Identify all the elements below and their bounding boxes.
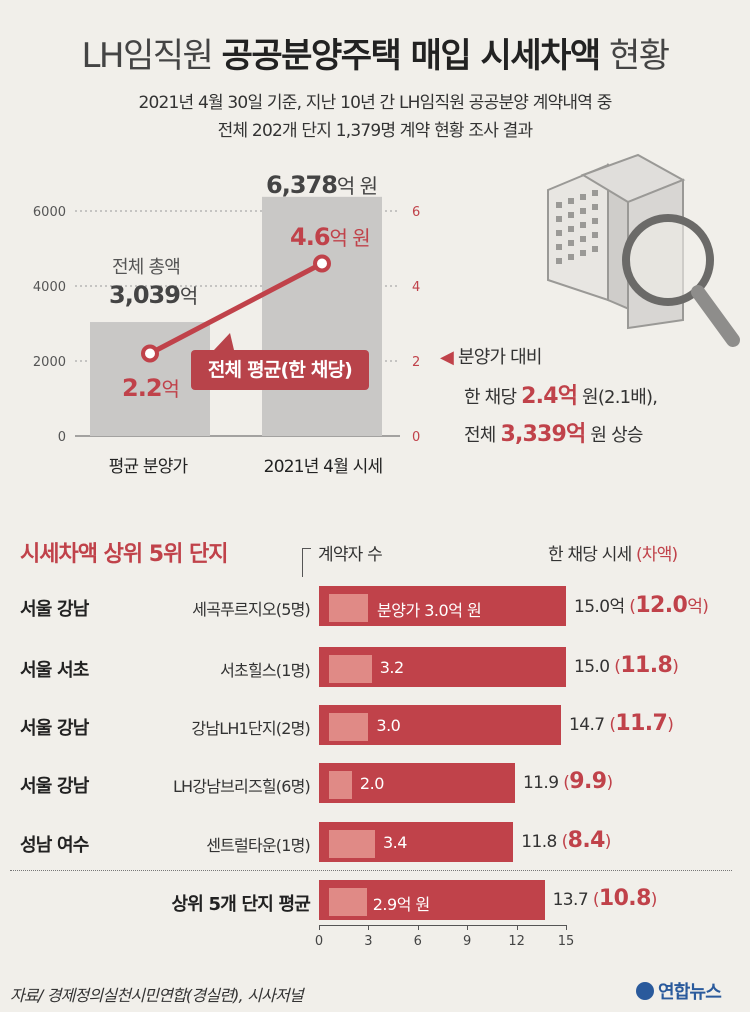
x-tick [368,925,370,930]
avg-row-label: 상위 5개 단지 평균 [171,894,311,915]
left-arrow-icon: ◀ [440,347,454,368]
x-tick-label: 0 [314,934,324,949]
bar [90,322,210,436]
bracket-line [302,548,311,577]
total-value: 3,039억 [109,281,198,309]
x-tick [417,925,419,930]
x-tick [319,925,320,930]
y-left-tick: 2000 [33,355,66,370]
y-right-tick: 4 [412,280,420,295]
sale-bar [329,888,367,916]
subtitle-line-2: 전체 202개 단지 1,379명 계약 현황 조사 결과 [217,121,534,141]
section-title: 시세차액 상위 5위 단지 [20,542,228,567]
y-left-tick: 6000 [33,205,66,220]
sale-bar [329,594,369,622]
note-line-1: ◀ 분양가 대비 [440,347,543,368]
row-name: 서초힐스(1명) [220,661,311,680]
row-value: 13.7 (10.8) [552,886,658,911]
sale-label: 3.0 [376,716,401,735]
row-region: 서울 서초 [20,660,89,681]
x-tick-label: 6 [413,934,422,949]
yonhap-logo-icon [636,982,654,1000]
x-tick-label: 평균 분양가 [108,457,189,477]
row-region: 서울 강남 [20,718,89,739]
source-text: 자료/ 경제정의실천시민연합(경실련), 시사저널 [10,986,304,1005]
note-line-2: 한 채당 2.4억 원(2.1배), [464,384,658,409]
sale-bar [329,655,372,683]
total-label: 전체 총액 [112,257,181,278]
row-region: 서울 강남 [20,776,89,797]
sale-label: 3.4 [382,833,407,852]
sale-label: 3.2 [379,658,404,677]
price-total-value: 6,378억 원 [266,171,378,199]
row-value: 11.8 (8.4) [521,828,611,853]
row-name: 센트럴타운(1명) [206,836,311,855]
y-left-tick: 4000 [33,280,66,295]
avg1-label: 2.2억 [122,374,180,402]
row-name: 강남LH1단지(2명) [191,719,310,738]
price-comparison-chart: 0 2000 4000 6000 0 2 4 6 [33,196,420,445]
sale-bar [329,830,375,858]
avg2-label: 4.6억 원 [290,223,371,251]
x-tick [516,925,518,930]
badge-pointer [214,333,234,350]
brand-logo: 연합뉴스 [636,978,722,1004]
row-name: 세곡푸르지오(5명) [192,600,311,619]
line-point [313,254,331,273]
row-value: 11.9 (9.9) [522,769,613,794]
avg-badge: 전체 평균(한 채당) [191,350,369,390]
page-title: LH임직원 공공분양주택 매입 시세차액 현황 [81,36,670,76]
x-tick [467,925,469,930]
sale-bar [329,713,369,741]
x-axis [319,925,566,926]
divider [10,870,732,871]
series-line [148,261,324,356]
subtitle-line-1: 2021년 4월 30일 기준, 지난 10년 간 LH임직원 공공분양 계약내… [138,93,612,113]
y-right-tick: 2 [412,355,420,370]
line-point [141,344,159,363]
x-tick-label: 15 [557,934,575,949]
sale-label: 2.9억 원 [372,895,430,914]
sale-bar [329,771,352,799]
building-magnifier-icon [547,153,740,347]
sale-label: 2.0 [359,774,384,793]
bar [262,196,382,436]
row-value: 15.0 (11.8) [574,653,679,678]
sale-label: 분양가 3.0억 원 [377,601,482,620]
row-region: 서울 강남 [20,599,89,620]
y-right-tick: 6 [412,205,420,220]
row-region: 성남 여수 [20,835,89,856]
note-line-3: 전체 3,339억 원 상승 [464,422,643,447]
y-right-tick: 0 [412,430,420,445]
x-tick-label: 2021년 4월 시세 [263,457,383,477]
row-value: 15.0억 (12.0억) [574,593,709,618]
x-tick-label: 9 [463,934,472,949]
col-contracts: 계약자 수 [318,545,383,565]
x-tick-label: 12 [508,934,525,949]
col-price: 한 채당 시세 (차액) [548,545,678,565]
y-left-tick: 0 [58,430,66,445]
x-tick-label: 3 [364,934,373,949]
row-value: 14.7 (11.7) [569,711,674,736]
x-tick [566,925,567,930]
row-name: LH강남브리즈힐(6명) [172,777,311,796]
